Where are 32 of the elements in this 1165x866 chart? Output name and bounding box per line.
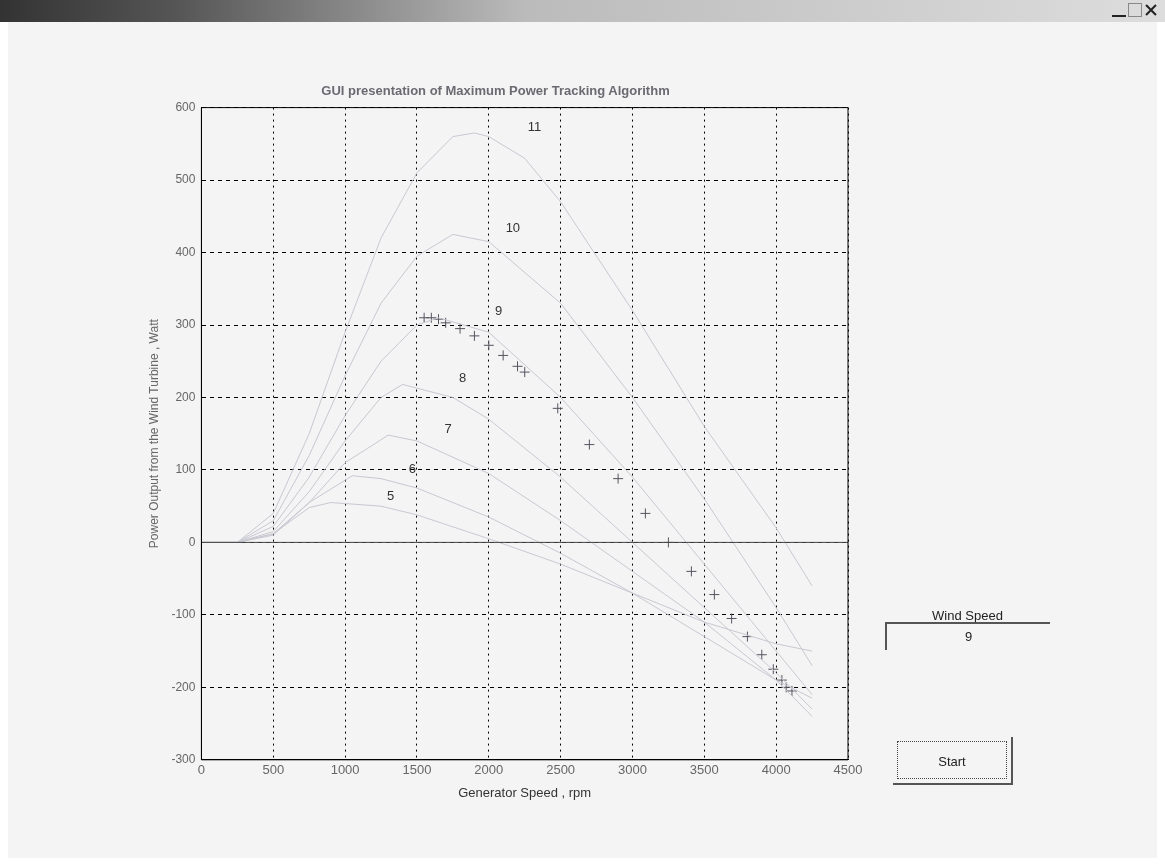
series-label: 8 [458, 370, 467, 385]
x-tick-label: 2000 [474, 762, 504, 778]
y-tick-label: 400 [175, 244, 196, 259]
x-tick-label: 3000 [618, 762, 647, 778]
series-label: 6 [408, 461, 416, 477]
x-tick-label: 4000 [761, 762, 791, 778]
series-label: 7 [444, 420, 452, 436]
y-tick-label: 200 [175, 389, 196, 404]
y-tick-label: -200 [171, 679, 196, 694]
y-tick-label: 300 [175, 317, 196, 332]
chart-title: GUI presentation of Maximum Power Tracking Algorithm [321, 83, 670, 99]
x-tick-label: 3500 [689, 762, 719, 778]
y-tick-label: 600 [175, 99, 196, 114]
series-label: 9 [494, 303, 503, 319]
y-tick-label: -100 [171, 607, 196, 622]
x-axis-title: Generator Speed , rpm [458, 784, 592, 800]
x-tick-label: 1500 [402, 762, 432, 778]
y-axis-title: Power Output from the Wind Turbine , Watt [146, 318, 161, 549]
x-tick-label: 4500 [833, 762, 863, 778]
series-label: 5 [387, 488, 395, 504]
text: Wind Speed [931, 608, 1004, 623]
series-label: 10 [505, 219, 521, 235]
text-field: 9 [885, 622, 1050, 650]
x-tick-label: 2500 [546, 762, 576, 778]
x-tick-label: 1000 [330, 762, 360, 778]
x-tick-label: 500 [262, 762, 285, 778]
y-tick-label: 100 [175, 462, 196, 477]
y-tick-label: 0 [188, 534, 196, 549]
y-tick-label: -300 [171, 752, 196, 767]
x-tick-label: 0 [197, 762, 206, 778]
y-tick-label: 500 [175, 172, 196, 187]
series-label: 11 [527, 118, 542, 134]
